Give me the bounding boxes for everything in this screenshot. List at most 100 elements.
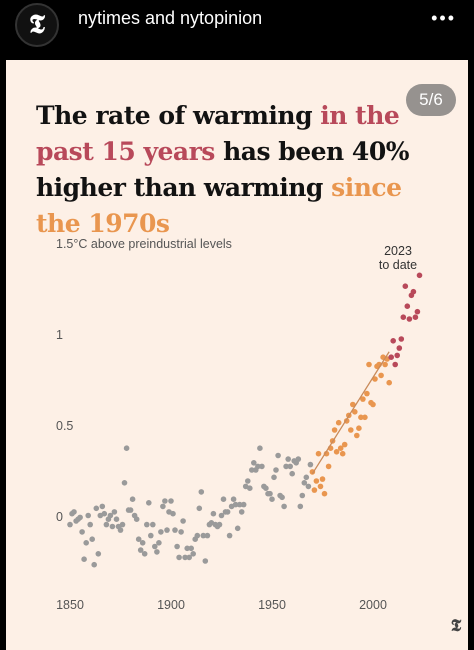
data-point (79, 529, 85, 535)
data-point (121, 480, 128, 486)
data-point (180, 518, 186, 524)
data-point (190, 551, 196, 557)
data-point (271, 474, 277, 481)
data-point (354, 432, 360, 439)
data-point (295, 456, 302, 462)
x-tick-label: 1850 (56, 598, 84, 612)
annotation-2023-to-date: 2023 (384, 244, 412, 258)
nyt-watermark-icon: 𝕿 (450, 616, 462, 636)
slide-counter: 5/6 (406, 84, 456, 116)
x-tick-label: 1900 (157, 598, 185, 612)
data-point (133, 516, 140, 522)
data-point (358, 414, 364, 421)
data-point (202, 558, 209, 564)
account-names[interactable]: nytimes and nytopinion (78, 8, 263, 28)
data-point (117, 527, 124, 533)
data-point (240, 501, 247, 508)
data-point (333, 449, 340, 455)
data-point (85, 512, 91, 519)
y-tick-label: 1.5°C above preindustrial levels (56, 237, 232, 251)
data-point (315, 450, 322, 457)
data-point (182, 554, 188, 561)
data-point (269, 496, 275, 503)
data-point (299, 492, 306, 499)
data-point (141, 551, 148, 557)
data-point (259, 463, 265, 470)
data-point (348, 427, 354, 433)
data-point (238, 509, 245, 515)
headline-part-3: has been 40% higher than warming (36, 137, 409, 202)
data-point (95, 551, 102, 557)
data-point (127, 507, 134, 513)
annotation-2023-to-date: to date (379, 258, 417, 272)
y-tick-label: 0 (56, 510, 63, 524)
data-point (139, 540, 146, 546)
data-point (234, 525, 241, 532)
data-point (236, 501, 243, 508)
data-point (170, 510, 176, 517)
data-point (168, 498, 174, 504)
data-point (119, 521, 126, 528)
data-point (273, 467, 279, 473)
post-header: 𝕿 nytimes and nytopinion ••• (0, 0, 474, 60)
data-point (287, 463, 294, 470)
data-point (99, 503, 106, 510)
data-point (339, 450, 346, 457)
data-point (156, 540, 162, 546)
y-tick-label: 1 (56, 328, 63, 342)
headline-highlight-1970s: since the 1970s (36, 173, 402, 238)
data-point (307, 461, 314, 468)
more-options-icon[interactable]: ••• (431, 8, 456, 28)
data-point (382, 361, 388, 368)
data-point (83, 540, 89, 546)
data-point (350, 401, 356, 408)
data-point (111, 509, 118, 515)
nyt-avatar[interactable]: 𝕿 (15, 3, 59, 47)
data-point (158, 529, 164, 535)
data-point (135, 536, 142, 542)
data-point (196, 505, 203, 512)
data-point (275, 452, 281, 459)
data-point (204, 532, 211, 539)
data-point (178, 529, 184, 535)
data-point (226, 532, 233, 539)
data-point (251, 460, 257, 466)
data-point (109, 523, 116, 530)
data-point (400, 314, 407, 321)
data-point (285, 456, 292, 462)
x-tick-label: 1950 (258, 598, 286, 612)
data-point (91, 561, 97, 568)
data-point (386, 379, 393, 386)
data-point (392, 361, 399, 368)
data-point (93, 505, 100, 512)
data-point (162, 498, 168, 504)
data-point (71, 509, 77, 515)
data-point (198, 489, 205, 495)
data-point (67, 521, 73, 528)
data-point (378, 372, 384, 379)
data-point (255, 463, 261, 470)
data-point (146, 500, 152, 506)
x-tick-label: 2000 (359, 598, 387, 612)
data-point (137, 547, 144, 553)
data-point (176, 554, 182, 561)
data-point (257, 445, 263, 452)
data-point (247, 485, 253, 492)
data-point (267, 490, 273, 497)
data-point (194, 532, 201, 539)
data-point (245, 478, 251, 484)
data-point (184, 545, 190, 552)
data-point (129, 496, 136, 503)
data-point (414, 308, 421, 315)
data-point (317, 483, 324, 490)
data-point (303, 474, 310, 481)
data-point (331, 427, 338, 433)
data-point (224, 509, 231, 515)
data-point (311, 487, 318, 493)
data-point (366, 361, 372, 368)
data-point (249, 467, 255, 473)
data-point (402, 283, 409, 290)
data-point (297, 503, 304, 510)
headline-highlight-recent: in the past 15 years (36, 101, 400, 166)
